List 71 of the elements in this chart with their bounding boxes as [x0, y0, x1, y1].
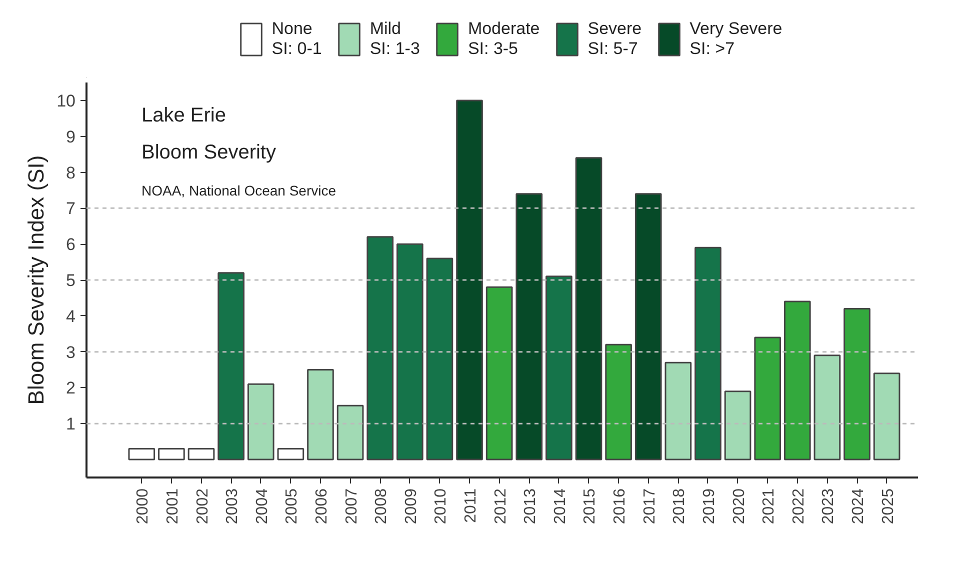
x-tick-label: 2021 [760, 488, 778, 524]
x-tick-label: 2010 [432, 488, 450, 524]
bar [664, 362, 692, 460]
x-tick-label: 2019 [700, 488, 718, 524]
legend-label: Mild SI: 1-3 [370, 19, 420, 59]
annotation: NOAA, National Ocean Service [142, 182, 336, 198]
y-tick-label: 6 [66, 235, 76, 254]
y-tick-label: 1 [66, 414, 76, 434]
bar [188, 448, 215, 460]
bar [277, 448, 304, 460]
bar [218, 272, 244, 460]
bar [128, 448, 156, 460]
bar [694, 246, 722, 460]
x-tick-label: 2017 [641, 488, 658, 524]
bar [247, 383, 274, 460]
y-tick-label: 3 [66, 342, 76, 362]
x-tick-label: 2024 [850, 488, 868, 524]
x-tick-label: 2020 [730, 488, 748, 524]
bar [575, 157, 602, 460]
legend-label: Moderate SI: 3-5 [468, 19, 540, 59]
x-tick-label: 2006 [313, 488, 330, 524]
x-tick-label: 2012 [492, 488, 510, 524]
x-tick-label: 2000 [134, 488, 152, 524]
bar [724, 390, 752, 460]
bar [784, 300, 811, 460]
bar [605, 344, 632, 460]
y-tick-label: 5 [66, 271, 76, 290]
bar [546, 276, 572, 460]
x-tick-label: 2018 [671, 488, 688, 524]
y-tick-label: 4 [66, 306, 76, 326]
x-tick-label: 2025 [880, 488, 897, 524]
legend-label: None SI: 0-1 [272, 19, 322, 59]
x-tick-label: 2015 [582, 488, 599, 524]
x-tick-label: 2023 [820, 488, 838, 524]
x-tick-label: 2003 [224, 488, 242, 524]
x-tick-label: 2007 [343, 488, 360, 524]
x-tick-label: 2014 [552, 488, 569, 524]
bar [336, 404, 364, 460]
x-tick-label: 2008 [373, 488, 390, 524]
bar [844, 308, 870, 460]
bar [814, 354, 841, 460]
x-tick-label: 2011 [462, 488, 480, 523]
legend-label: Very Severe SI: >7 [690, 19, 782, 59]
y-axis-title: Bloom Severity Index (SI) [24, 155, 49, 405]
y-tick-label: 10 [56, 91, 76, 110]
bar [158, 448, 185, 460]
bar [426, 258, 454, 460]
bar [873, 372, 900, 460]
x-tick-label: 2004 [254, 488, 271, 524]
legend-label: Severe SI: 5-7 [588, 19, 642, 59]
x-tick-label: 2016 [612, 488, 629, 524]
bar [307, 369, 334, 460]
annotation: Lake Erie [142, 104, 226, 126]
bar [754, 336, 781, 460]
bar [634, 193, 662, 460]
x-tick-label: 2009 [402, 488, 420, 524]
y-tick-label: 9 [66, 127, 76, 146]
x-tick-label: 2022 [790, 488, 808, 524]
x-tick-label: 2001 [164, 488, 182, 524]
bar [456, 100, 483, 460]
y-tick-label: 2 [66, 378, 76, 398]
x-tick-label: 2005 [284, 488, 301, 524]
bar [516, 193, 543, 460]
y-tick-label: 7 [66, 199, 76, 218]
bar [396, 243, 424, 460]
annotation: Bloom Severity [142, 142, 276, 164]
y-tick-label: 8 [66, 163, 76, 182]
bar [366, 236, 394, 460]
x-tick-label: 2002 [194, 488, 212, 524]
bar [486, 286, 513, 460]
x-tick-label: 2013 [522, 488, 540, 524]
